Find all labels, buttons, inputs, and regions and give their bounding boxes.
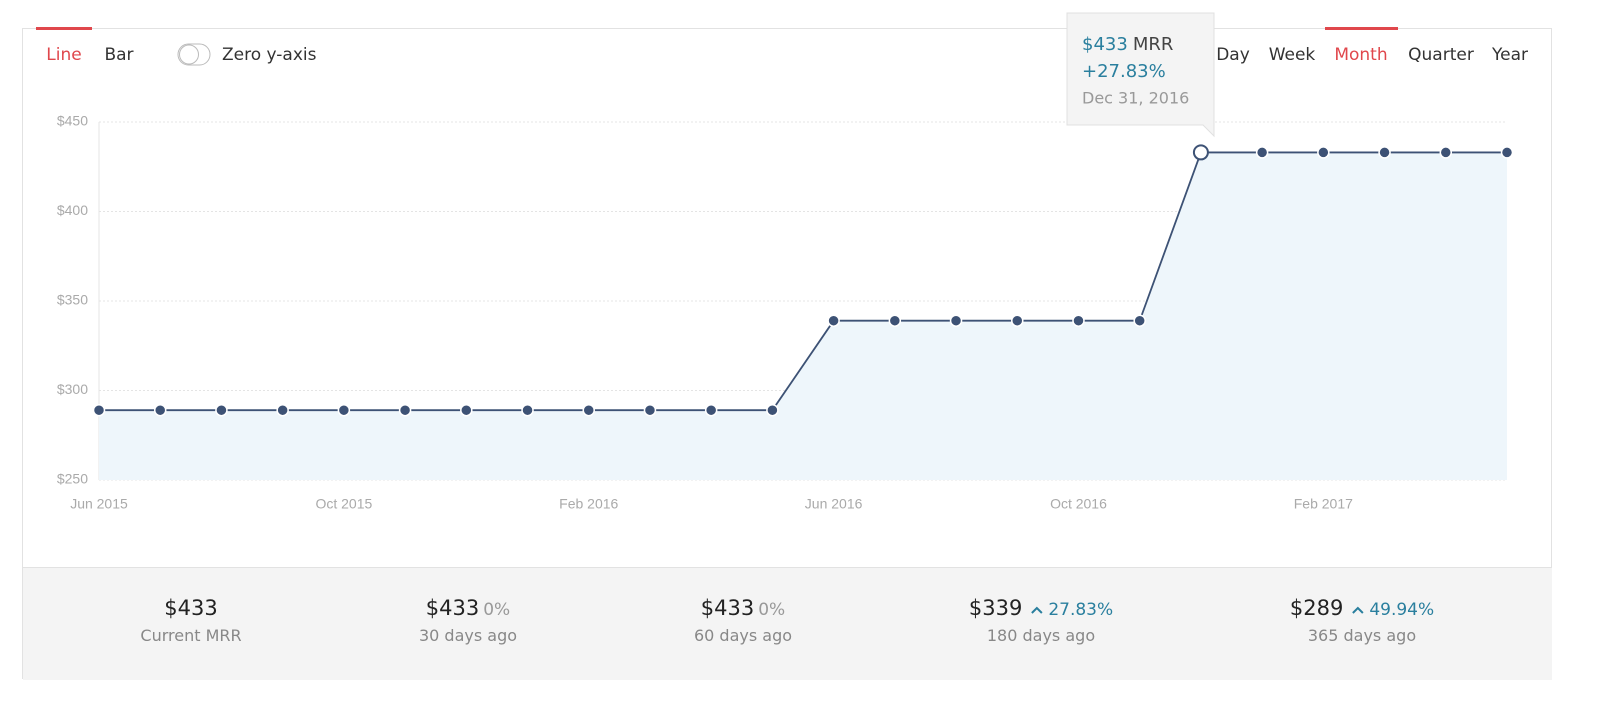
stat: $289 49.94% 365 days ago — [1290, 596, 1434, 645]
y-tick-label: $300 — [57, 381, 88, 397]
point[interactable] — [215, 403, 228, 417]
toggle-label: Zero y-axis — [222, 45, 317, 65]
point[interactable] — [153, 403, 167, 417]
x-tick-label: Feb 2016 — [559, 496, 618, 512]
stat-change: 27.83% — [1048, 600, 1114, 620]
stat-label: 180 days ago — [986, 626, 1096, 645]
period-tab[interactable]: Day — [1216, 45, 1250, 65]
stat-top: $433 0% — [419, 596, 517, 620]
x-tick-label: Oct 2016 — [1050, 496, 1107, 512]
stat-value: $433 — [425, 596, 480, 620]
point[interactable] — [337, 403, 351, 417]
x-tick-label: Jun 2016 — [805, 496, 863, 512]
stat-label: Current MRR — [140, 626, 242, 645]
period-tab[interactable]: Quarter — [1408, 45, 1474, 65]
point[interactable] — [1011, 314, 1024, 327]
period-tab[interactable]: Year — [1491, 45, 1528, 65]
line — [99, 151, 1507, 412]
x-tick-label: Jun 2015 — [70, 496, 128, 512]
area — [99, 152, 1507, 480]
stat-label: 60 days ago — [693, 626, 793, 645]
chart-type-tab[interactable]: Bar — [104, 45, 133, 65]
tooltip-title: $433 MRR — [1082, 34, 1173, 55]
point[interactable] — [704, 403, 718, 417]
stat-value: $433 — [700, 596, 755, 620]
stat-top: $433 — [140, 596, 241, 620]
point[interactable] — [398, 403, 412, 417]
active-tab-indicator — [1325, 27, 1398, 30]
point[interactable] — [766, 403, 779, 417]
point[interactable] — [521, 403, 534, 417]
stat: $433 Current MRR — [140, 596, 241, 645]
x-tick-label: Feb 2017 — [1294, 496, 1353, 512]
stat-label: 365 days ago — [1307, 626, 1417, 645]
arrow — [1031, 606, 1044, 614]
stat-value: $289 — [1289, 596, 1344, 620]
stat-top: $433 0% — [694, 596, 792, 620]
trend-arrow — [1031, 606, 1044, 614]
y-tick-label: $400 — [57, 202, 88, 218]
stat-value: $433 — [164, 596, 218, 620]
tooltip: $433 MRR +27.83% Dec 31, 2016 — [1066, 12, 1215, 138]
point[interactable] — [949, 314, 963, 327]
point[interactable] — [1255, 146, 1269, 159]
stat-value: $339 — [968, 596, 1023, 620]
arrow — [1352, 606, 1365, 614]
point[interactable] — [1439, 146, 1453, 159]
toggle-knob — [179, 44, 199, 65]
point[interactable] — [827, 314, 840, 327]
point[interactable] — [582, 403, 595, 417]
y-tick-label: $450 — [57, 113, 88, 129]
point[interactable] — [643, 403, 657, 417]
stat-change: 0% — [483, 600, 511, 620]
stat-top: $339 27.83% — [969, 596, 1113, 620]
point[interactable] — [1072, 314, 1085, 327]
point[interactable] — [1500, 146, 1514, 159]
active-tab-indicator — [36, 27, 92, 30]
x-tick-label: Oct 2015 — [315, 496, 372, 512]
trend-arrow — [1352, 606, 1365, 614]
point[interactable] — [1317, 146, 1330, 159]
point[interactable] — [92, 403, 106, 417]
tooltip-box — [1066, 12, 1215, 138]
period-tab[interactable]: Week — [1269, 45, 1316, 65]
tooltip-unit: MRR — [1133, 34, 1174, 55]
y-tick-label: $250 — [57, 471, 88, 487]
point[interactable] — [888, 314, 902, 327]
stat: $433 0% 30 days ago — [419, 596, 517, 645]
stat-change: 49.94% — [1369, 600, 1435, 620]
chart-type-tab[interactable]: Line — [46, 45, 81, 65]
point[interactable] — [1133, 314, 1146, 327]
stat-top: $289 49.94% — [1290, 596, 1434, 620]
stat: $433 0% 60 days ago — [694, 596, 792, 645]
point[interactable] — [460, 403, 473, 417]
stat-label: 30 days ago — [418, 626, 518, 645]
point[interactable] — [276, 403, 289, 417]
stat-change: 0% — [758, 600, 786, 620]
y-tick-label: $350 — [57, 292, 88, 308]
point[interactable] — [1378, 146, 1391, 159]
tooltip-date: Dec 31, 2016 — [1082, 89, 1189, 108]
highlighted-point[interactable] — [1192, 144, 1209, 161]
period-tab[interactable]: Month — [1334, 45, 1387, 65]
tooltip-value: $433 — [1082, 34, 1128, 55]
stat: $339 27.83% 180 days ago — [969, 596, 1113, 645]
tooltip-change: +27.83% — [1082, 61, 1166, 82]
stats-panel: $433 Current MRR $433 0% 30 days ago $433 0% 60… — [23, 567, 1552, 680]
